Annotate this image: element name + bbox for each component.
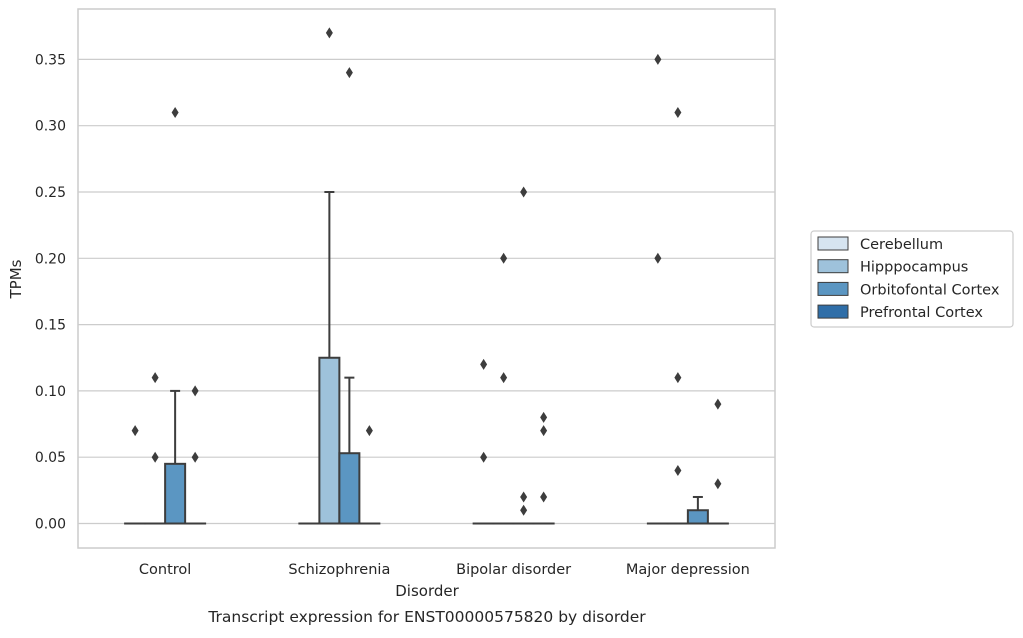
box-body bbox=[319, 358, 339, 524]
y-tick-label: 0.20 bbox=[35, 251, 66, 267]
outlier-point bbox=[674, 107, 681, 118]
x-axis-label: Disorder bbox=[395, 582, 459, 600]
outlier-point bbox=[674, 372, 681, 383]
marks-layer bbox=[125, 27, 728, 523]
legend-label: Cerebellum bbox=[860, 237, 943, 253]
outlier-point bbox=[172, 107, 179, 118]
outlier-point bbox=[346, 67, 353, 78]
y-tick-label: 0.15 bbox=[35, 318, 66, 334]
box-2-1 bbox=[494, 253, 514, 524]
legend: Cerebellum Hipppocampus Orbitofontal Corte… bbox=[811, 231, 1013, 327]
outlier-point bbox=[480, 359, 487, 370]
x-tick-label: Schizophrenia bbox=[288, 562, 390, 578]
x-tick-label: Bipolar disorder bbox=[456, 562, 571, 578]
box-3-1 bbox=[668, 107, 688, 524]
outlier-point bbox=[132, 425, 139, 436]
legend-swatch bbox=[818, 282, 848, 295]
box-0-1 bbox=[145, 372, 165, 523]
chart-caption: Transcript expression for ENST0000057582… bbox=[207, 608, 646, 626]
outlier-point bbox=[192, 452, 199, 463]
outlier-point bbox=[540, 491, 547, 502]
outlier-point bbox=[714, 399, 721, 410]
x-tick-label: Major depression bbox=[626, 562, 750, 578]
outlier-point bbox=[714, 478, 721, 489]
box-1-1 bbox=[319, 27, 339, 523]
outlier-point bbox=[500, 372, 507, 383]
y-tick-label: 0.25 bbox=[35, 185, 66, 201]
outlier-point bbox=[480, 452, 487, 463]
box-2-0 bbox=[474, 359, 494, 524]
y-axis-label: TPMs bbox=[7, 259, 25, 299]
box-1-2 bbox=[339, 67, 359, 523]
box-0-3 bbox=[185, 385, 205, 523]
outlier-point bbox=[366, 425, 373, 436]
outlier-point bbox=[674, 465, 681, 476]
box-0-0 bbox=[125, 425, 145, 523]
outlier-point bbox=[654, 54, 661, 65]
box-2-3 bbox=[534, 412, 554, 524]
outlier-point bbox=[520, 491, 527, 502]
outlier-point bbox=[152, 372, 159, 383]
box-2-2 bbox=[514, 187, 534, 524]
box-3-0 bbox=[648, 54, 668, 524]
box-3-3 bbox=[708, 399, 728, 524]
legend-swatch bbox=[818, 305, 848, 318]
outlier-point bbox=[152, 452, 159, 463]
legend-label: Prefrontal Cortex bbox=[860, 305, 983, 321]
outlier-point bbox=[326, 27, 333, 38]
y-tick-label: 0.35 bbox=[35, 52, 66, 68]
outlier-point bbox=[520, 187, 527, 198]
x-tick-label: Control bbox=[139, 562, 191, 578]
outlier-point bbox=[540, 425, 547, 436]
y-tick-label: 0.00 bbox=[35, 517, 66, 533]
box-body bbox=[339, 453, 359, 523]
legend-label: Orbitofontal Cortex bbox=[860, 282, 1000, 298]
outlier-point bbox=[500, 253, 507, 264]
y-tick-label: 0.30 bbox=[35, 119, 66, 135]
y-tick-label: 0.05 bbox=[35, 450, 66, 466]
box-0-2 bbox=[165, 107, 185, 524]
legend-swatch bbox=[818, 237, 848, 250]
legend-label: Hipppocampus bbox=[860, 260, 968, 276]
outlier-point bbox=[520, 505, 527, 516]
box-body bbox=[165, 464, 185, 524]
box-1-3 bbox=[359, 425, 379, 523]
outlier-point bbox=[192, 385, 199, 396]
box-body bbox=[688, 510, 708, 523]
box-3-2 bbox=[688, 497, 708, 524]
y-tick-label: 0.10 bbox=[35, 384, 66, 400]
outlier-point bbox=[540, 412, 547, 423]
grid-layer bbox=[78, 59, 775, 523]
axes-layer: 0.00 0.05 0.10 0.15 0.20 0.25 0.30 0.35 Control S… bbox=[35, 9, 775, 578]
outlier-point bbox=[654, 253, 661, 264]
legend-swatch bbox=[818, 260, 848, 273]
